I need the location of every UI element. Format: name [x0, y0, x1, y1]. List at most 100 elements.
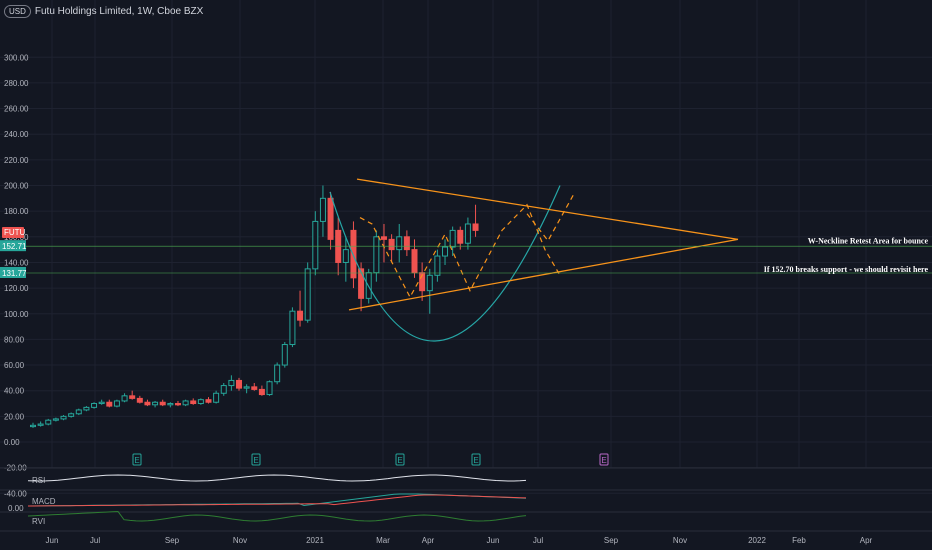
candle-body[interactable]: [220, 385, 227, 394]
candle-body[interactable]: [442, 246, 449, 257]
candle-body[interactable]: [411, 249, 418, 274]
candle-body[interactable]: [152, 401, 159, 406]
candle-body[interactable]: [358, 268, 365, 299]
candle-body[interactable]: [373, 236, 380, 274]
price-tick-label: 20.00: [4, 412, 25, 421]
candle-body[interactable]: [312, 220, 319, 270]
candle-body[interactable]: [60, 415, 67, 420]
annotation-text[interactable]: W-Neckline Retest Area for bounce: [808, 237, 929, 246]
candle-body[interactable]: [327, 197, 334, 240]
symbol-badge-label: FUTU: [4, 228, 26, 237]
candle-body[interactable]: [266, 381, 273, 396]
candle-body[interactable]: [396, 236, 403, 251]
time-tick-label: Jun: [487, 536, 500, 545]
time-tick-label: Mar: [376, 536, 390, 545]
candle-body[interactable]: [83, 406, 90, 411]
currency-button[interactable]: USD: [4, 4, 31, 18]
candle-body[interactable]: [174, 403, 181, 406]
candle-body[interactable]: [380, 236, 387, 240]
candle-body[interactable]: [464, 223, 471, 244]
w-pattern-dashed-path[interactable]: [359, 203, 561, 299]
price-tick-label: 260.00: [4, 105, 29, 114]
candle-body[interactable]: [45, 419, 52, 425]
candle-body[interactable]: [388, 238, 395, 251]
candle-body[interactable]: [136, 397, 143, 403]
candle-body[interactable]: [167, 403, 174, 406]
candle-body[interactable]: [426, 274, 433, 292]
candle-body[interactable]: [197, 399, 204, 405]
earnings-marker-label: E: [473, 456, 478, 465]
candle-body[interactable]: [98, 401, 105, 405]
price-axis[interactable]: 300.00 280.00 260.00 240.00 220.00 200.00 180.…: [0, 53, 29, 498]
earnings-marker[interactable]: [132, 453, 142, 466]
candle-body[interactable]: [75, 409, 82, 415]
candlestick-series[interactable]: [30, 185, 479, 428]
candle-body[interactable]: [30, 424, 36, 428]
candle-body[interactable]: [91, 403, 98, 408]
candle-body[interactable]: [52, 418, 59, 421]
price-tick-label: 220.00: [4, 156, 29, 165]
candle-body[interactable]: [190, 400, 197, 405]
candle-body[interactable]: [205, 399, 212, 403]
candle-body[interactable]: [182, 400, 189, 406]
candle-body[interactable]: [304, 268, 311, 321]
candle-body[interactable]: [243, 386, 250, 389]
candle-body[interactable]: [236, 379, 243, 389]
indicator-panes[interactable]: RSI MACD 0.00 RVI: [0, 467, 932, 532]
annotation-text[interactable]: If 152.70 breaks support - we should rev…: [764, 265, 929, 274]
candle-body[interactable]: [113, 400, 120, 407]
time-tick-label: 2021: [306, 536, 324, 545]
candle-body[interactable]: [37, 423, 44, 426]
candle-body[interactable]: [274, 364, 281, 383]
candle-body[interactable]: [258, 388, 265, 396]
price-badge: [0, 267, 26, 279]
candle-body[interactable]: [251, 386, 258, 390]
candle-body[interactable]: [129, 395, 136, 399]
candle-body[interactable]: [434, 255, 441, 276]
candle-body[interactable]: [144, 401, 151, 406]
rsi-indicator-line: [27, 474, 527, 482]
candle-body[interactable]: [297, 310, 304, 321]
triangle-lower-line[interactable]: [348, 238, 739, 311]
price-tick-label: 0.00: [4, 438, 20, 447]
candle-body[interactable]: [68, 413, 75, 417]
candle-body[interactable]: [106, 401, 113, 407]
candle-body[interactable]: [159, 401, 166, 406]
w-projection-dashed-path[interactable]: [526, 191, 576, 242]
candle-body[interactable]: [121, 395, 128, 402]
candle-body[interactable]: [319, 197, 326, 222]
earnings-marker-label: E: [397, 456, 402, 465]
price-badge: [0, 240, 26, 252]
chart-header: USD Futu Holdings Limited, 1W, Cboe BZX: [4, 3, 203, 19]
earnings-marker[interactable]: [251, 453, 261, 466]
candle-body[interactable]: [213, 392, 220, 403]
grid-lines: [0, 0, 932, 494]
earnings-marker[interactable]: [599, 453, 609, 466]
candle-body[interactable]: [289, 310, 296, 346]
triangle-upper-line[interactable]: [356, 178, 739, 241]
time-axis[interactable]: Jun Jul Sep Nov 2021 Mar Apr Jun Jul Sep Nov 2022 Fe…: [46, 536, 873, 545]
candle-body[interactable]: [342, 249, 349, 263]
candle-body[interactable]: [281, 344, 288, 366]
candle-body[interactable]: [228, 379, 235, 387]
price-tick-label: -40.00: [4, 489, 27, 498]
price-tick-label: 100.00: [4, 310, 29, 319]
annotations: W-Neckline Retest Area for bounce If 152.…: [764, 237, 929, 274]
candle-body[interactable]: [350, 229, 357, 279]
candle-body[interactable]: [449, 229, 456, 248]
cup-curve-drawing[interactable]: [329, 185, 561, 342]
price-tick-label: 40.00: [4, 387, 25, 396]
symbol-badge: [2, 226, 24, 238]
price-tick-label: 120.00: [4, 284, 29, 293]
symbol-title: Futu Holdings Limited, 1W, Cboe BZX: [34, 5, 204, 17]
earnings-marker[interactable]: [395, 453, 405, 466]
earnings-marker[interactable]: [471, 453, 481, 466]
time-tick-label: Jul: [90, 536, 100, 545]
candle-body[interactable]: [472, 223, 479, 231]
drawings[interactable]: [0, 178, 932, 342]
candle-body[interactable]: [457, 229, 464, 244]
candle-body[interactable]: [403, 236, 410, 251]
